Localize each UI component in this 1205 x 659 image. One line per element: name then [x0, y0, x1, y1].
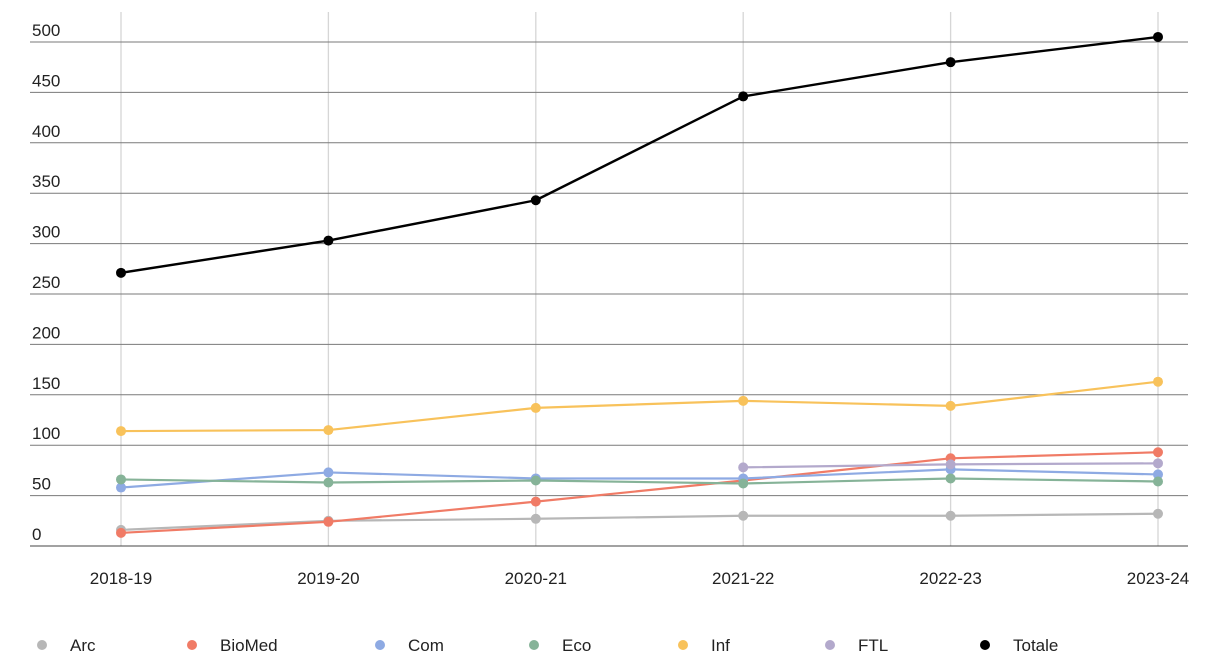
y-tick-label: 450	[32, 71, 60, 90]
data-point	[116, 267, 126, 278]
legend-marker	[187, 640, 197, 650]
legend-label: FTL	[858, 636, 888, 655]
x-tick-label: 2018-19	[90, 569, 152, 588]
y-tick-label: 100	[32, 424, 60, 443]
data-point	[738, 395, 749, 406]
data-point	[116, 527, 126, 538]
legend-item-eco: Eco	[529, 636, 591, 655]
data-point	[1153, 469, 1163, 480]
data-point	[945, 400, 956, 411]
series-line	[120, 512, 1159, 531]
data-point	[530, 402, 541, 413]
data-point	[323, 425, 334, 436]
data-point	[323, 516, 334, 527]
data-point	[738, 462, 749, 473]
data-point	[1153, 476, 1163, 487]
y-tick-label: 250	[32, 273, 60, 292]
legend-label: Totale	[1013, 636, 1058, 655]
x-tick-label: 2020-21	[505, 569, 567, 588]
data-point	[945, 459, 956, 470]
legend-marker	[529, 640, 539, 650]
y-tick-label: 0	[32, 525, 41, 544]
data-point	[323, 235, 334, 246]
data-point	[1153, 447, 1163, 458]
legend-item-totale: Totale	[980, 636, 1058, 655]
legend: Arc BioMed Com Eco Inf FTL Totale	[37, 636, 1058, 655]
x-tick-label: 2021-22	[712, 569, 774, 588]
y-tick-label: 350	[32, 172, 60, 191]
legend-label: Com	[408, 636, 444, 655]
data-point	[530, 496, 541, 507]
x-tick-label: 2023-24	[1127, 569, 1189, 588]
data-point	[1153, 458, 1163, 469]
data-point	[945, 473, 956, 484]
y-tick-label: 50	[32, 475, 51, 494]
legend-marker	[980, 640, 990, 650]
data-point	[530, 475, 541, 486]
legend-item-arc: Arc	[37, 636, 96, 655]
y-tick-label: 300	[32, 223, 60, 242]
data-point	[116, 482, 126, 493]
series-ftl	[738, 458, 1163, 473]
y-tick-label: 200	[32, 323, 60, 342]
series-inf	[116, 376, 1163, 437]
series-arc	[116, 508, 1163, 535]
legend-marker	[678, 640, 688, 650]
grid-lines	[30, 12, 1188, 547]
legend-label: Arc	[70, 636, 96, 655]
legend-item-ftl: FTL	[825, 636, 888, 655]
legend-item-com: Com	[375, 636, 444, 655]
legend-label: BioMed	[220, 636, 278, 655]
series-line	[120, 380, 1159, 433]
data-point	[116, 474, 126, 485]
series-line	[120, 451, 1159, 534]
legend-label: Eco	[562, 636, 591, 655]
x-tick-label: 2019-20	[297, 569, 359, 588]
x-tick-label: 2022-23	[919, 569, 981, 588]
series-totale	[116, 31, 1163, 278]
data-point	[530, 195, 541, 206]
legend-marker	[37, 640, 47, 650]
data-point	[738, 91, 749, 102]
data-point	[738, 510, 749, 521]
y-tick-label: 400	[32, 122, 60, 141]
data-point	[323, 477, 334, 488]
series-lines	[116, 31, 1163, 538]
legend-item-inf: Inf	[678, 636, 730, 655]
series-line	[120, 35, 1159, 275]
data-point	[1153, 376, 1163, 387]
data-point	[945, 57, 956, 68]
data-point	[530, 513, 541, 524]
legend-marker	[375, 640, 385, 650]
legend-item-biomed: BioMed	[187, 636, 278, 655]
x-axis-ticks: 2018-19 2019-20 2020-21 2021-22 2022-23 2023-…	[90, 569, 1189, 588]
legend-marker	[825, 640, 835, 650]
y-tick-label: 150	[32, 374, 60, 393]
data-point	[116, 426, 126, 437]
data-point	[1153, 31, 1163, 42]
data-point	[945, 510, 956, 521]
data-point	[738, 478, 749, 489]
legend-label: Inf	[711, 636, 730, 655]
y-axis-ticks: 0 50 100 150 200 250 300 350 400 450 500	[32, 21, 60, 544]
data-point	[1153, 508, 1163, 519]
series-eco	[116, 473, 1163, 489]
series-line	[120, 477, 1159, 485]
series-line	[120, 468, 1159, 489]
y-tick-label: 500	[32, 21, 60, 40]
data-point	[323, 467, 334, 478]
series-biomed	[116, 447, 1163, 538]
